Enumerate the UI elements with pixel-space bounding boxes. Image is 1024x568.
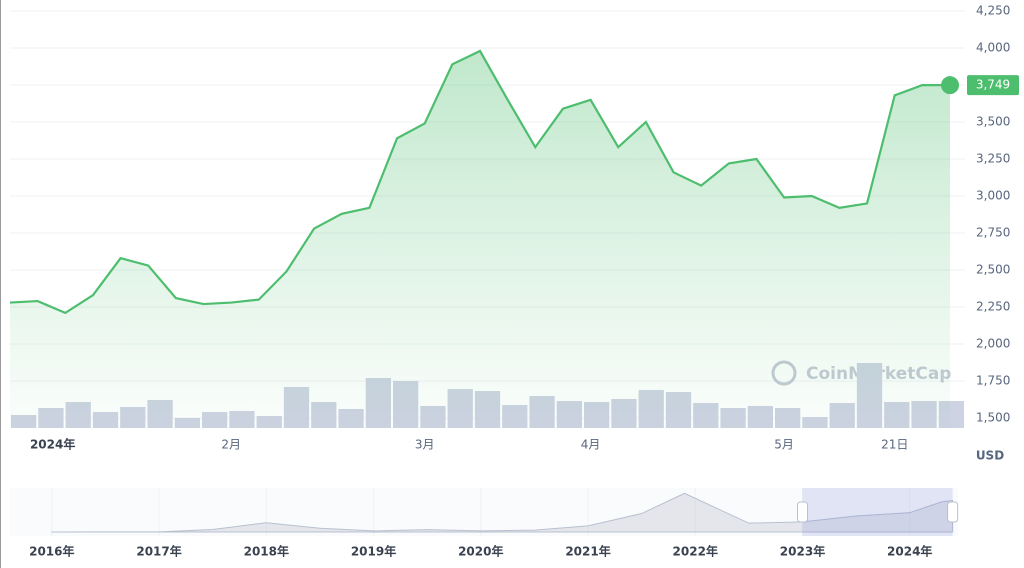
- navigator-tick-label: 2020年: [458, 544, 503, 559]
- price-line: [9, 49, 950, 315]
- y-tick-label: 4,250: [976, 4, 1010, 18]
- y-tick-label: 1,750: [976, 374, 1010, 388]
- navigator-area: [51, 492, 954, 533]
- last-price-label: 3,749: [976, 78, 1010, 92]
- y-tick-label: 3,250: [976, 152, 1010, 166]
- x-tick-label: 3月: [415, 438, 435, 452]
- navigator-tick-label: 2018年: [244, 544, 289, 559]
- navigator-tick-label: 2024年: [887, 544, 932, 559]
- x-tick-label: 4月: [581, 438, 601, 452]
- y-tick-label: 2,250: [976, 300, 1010, 314]
- y-tick-label: 4,000: [976, 41, 1010, 55]
- navigator-tick-label: 2021年: [565, 544, 610, 559]
- x-tick-label: 21日: [881, 438, 908, 452]
- y-tick-label: 2,750: [976, 226, 1010, 240]
- y-tick-label: 2,000: [976, 337, 1010, 351]
- x-tick-label: 5月: [774, 438, 794, 452]
- navigator-tick-label: 2019年: [351, 544, 396, 559]
- price-area: [10, 50, 950, 429]
- x-tick-label: 2024年: [30, 437, 75, 452]
- navigator-tick-label: 2017年: [136, 544, 181, 559]
- navigator-tick-label: 2016年: [29, 544, 74, 559]
- navigator-handle[interactable]: [797, 501, 809, 523]
- y-tick-label: 3,500: [976, 115, 1010, 129]
- y-tick-label: 1,500: [976, 411, 1010, 425]
- last-price-dot: [941, 76, 959, 95]
- y-tick-label: 2,500: [976, 263, 1010, 277]
- navigator-handle[interactable]: [947, 501, 959, 523]
- last-price-badge: [967, 75, 1019, 96]
- navigator-tick-label: 2023年: [780, 544, 825, 559]
- y-tick-label: 3,000: [976, 189, 1010, 203]
- navigator-selection: [802, 488, 953, 536]
- x-tick-label: 2月: [221, 438, 241, 452]
- navigator-tick-label: 2022年: [673, 544, 718, 559]
- unit-label: USD: [976, 449, 1004, 463]
